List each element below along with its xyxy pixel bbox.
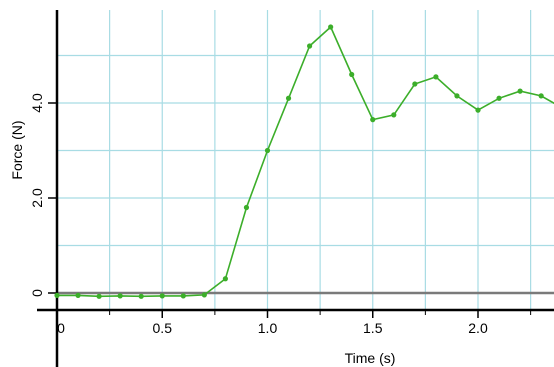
- data-point: [391, 112, 397, 118]
- data-point: [370, 117, 376, 123]
- data-point: [54, 292, 60, 298]
- y-tick-labels: 0 2.0 4.0: [29, 93, 57, 297]
- data-point: [454, 93, 460, 99]
- y-tick-label: 4.0: [29, 93, 45, 113]
- data-point: [433, 74, 439, 80]
- x-tick-labels: 00.51.01.52.02.53.03.54.04.5: [56, 310, 532, 336]
- y-tick-label: 0: [29, 289, 45, 297]
- data-point: [349, 71, 355, 78]
- series-line: [57, 25, 554, 298]
- series: [54, 24, 554, 299]
- x-axis-label: Time (s): [345, 350, 396, 366]
- y-axis-label: Force (N): [9, 120, 25, 179]
- data-point: [307, 43, 313, 49]
- data-point: [180, 293, 186, 299]
- data-point: [138, 293, 144, 299]
- data-point: [412, 81, 418, 87]
- data-point: [222, 276, 228, 282]
- data-point: [328, 24, 334, 30]
- data-point: [517, 88, 523, 94]
- data-point: [243, 204, 250, 211]
- data-point: [264, 147, 271, 154]
- data-point: [75, 292, 81, 298]
- data-point: [201, 292, 207, 298]
- data-point: [538, 93, 544, 99]
- x-tick-label: 2.0: [468, 320, 488, 336]
- x-tick-label: 1.0: [258, 320, 278, 336]
- x-tick-label: 1.5: [363, 320, 383, 336]
- y-tick-label: 2.0: [29, 188, 45, 208]
- x-tick-label: 0.5: [153, 320, 173, 336]
- data-point: [285, 95, 292, 101]
- data-point: [96, 293, 102, 299]
- data-point: [496, 95, 502, 101]
- data-point: [117, 293, 123, 299]
- data-point: [159, 293, 165, 299]
- data-point: [475, 107, 481, 113]
- x-tick-label: 0: [57, 320, 65, 336]
